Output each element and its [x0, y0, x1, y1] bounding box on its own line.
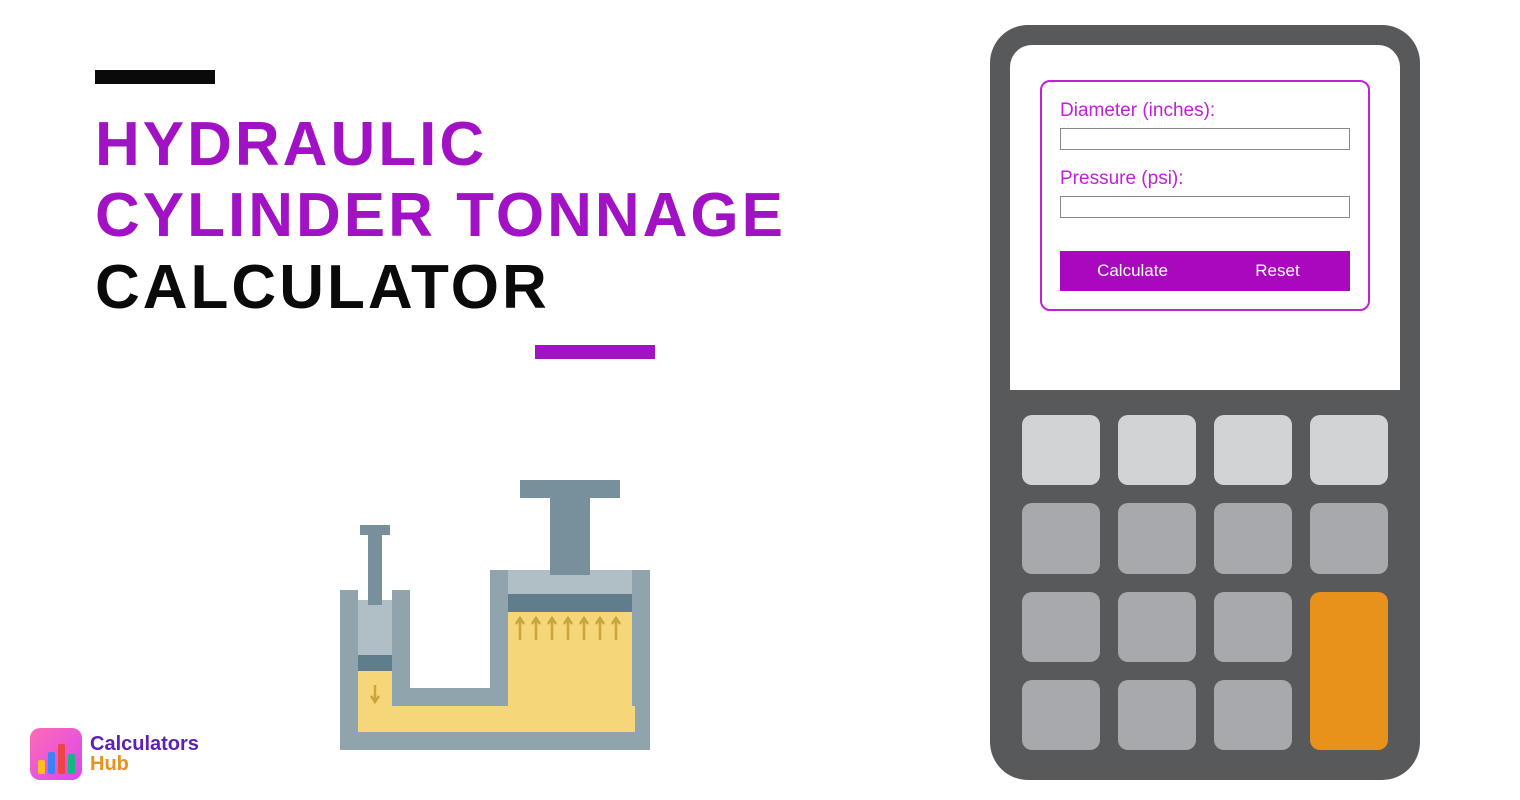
keypad-key-enter[interactable] [1310, 592, 1388, 751]
logo-icon [30, 728, 82, 780]
keypad-key[interactable] [1310, 503, 1388, 573]
keypad-key[interactable] [1118, 592, 1196, 662]
pressure-input[interactable] [1060, 196, 1350, 218]
form-button-row: Calculate Reset [1060, 251, 1350, 291]
title-block: HYDRAULIC CYLINDER TONNAGE CALCULATOR [95, 70, 786, 359]
keypad-key[interactable] [1118, 415, 1196, 485]
keypad-key[interactable] [1310, 415, 1388, 485]
title-line-1: HYDRAULIC [95, 110, 487, 179]
diameter-input[interactable] [1060, 128, 1350, 150]
calculator-keypad [1022, 415, 1388, 750]
keypad-key[interactable] [1022, 503, 1100, 573]
keypad-key[interactable] [1118, 503, 1196, 573]
page-title: HYDRAULIC CYLINDER TONNAGE CALCULATOR [95, 109, 786, 323]
diameter-label: Diameter (inches): [1060, 100, 1350, 122]
calculator-form: Diameter (inches): Pressure (psi): Calcu… [1040, 80, 1370, 311]
title-line-2: CYLINDER TONNAGE [95, 181, 786, 250]
keypad-key[interactable] [1214, 680, 1292, 750]
keypad-key[interactable] [1022, 592, 1100, 662]
keypad-key[interactable] [1214, 503, 1292, 573]
calculator-screen: Diameter (inches): Pressure (psi): Calcu… [1010, 45, 1400, 390]
brand-logo: Calculators Hub [30, 728, 199, 780]
reset-button[interactable]: Reset [1205, 251, 1350, 291]
keypad-key[interactable] [1214, 592, 1292, 662]
title-line-3: CALCULATOR [95, 253, 550, 322]
keypad-key[interactable] [1214, 415, 1292, 485]
keypad-key[interactable] [1118, 680, 1196, 750]
accent-bar-bottom [535, 345, 655, 359]
hydraulic-press-diagram [320, 470, 700, 780]
logo-text-calculators: Calculators [90, 733, 199, 755]
accent-bar-top [95, 70, 215, 84]
pressure-label: Pressure (psi): [1060, 168, 1350, 190]
calculate-button[interactable]: Calculate [1060, 251, 1205, 291]
logo-text-hub: Hub [90, 753, 129, 775]
logo-text: Calculators Hub [90, 734, 199, 774]
keypad-key[interactable] [1022, 415, 1100, 485]
keypad-key[interactable] [1022, 680, 1100, 750]
calculator-device: Diameter (inches): Pressure (psi): Calcu… [990, 25, 1420, 780]
